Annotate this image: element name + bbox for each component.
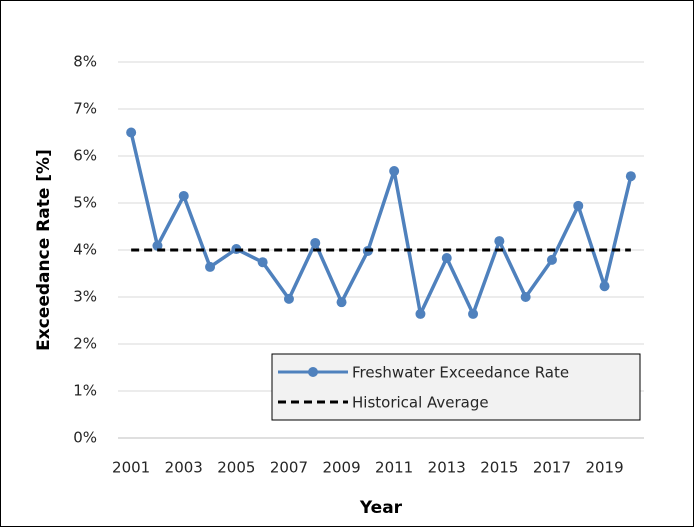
y-tick-label: 8%	[73, 53, 97, 71]
y-tick-label: 5%	[73, 194, 97, 212]
series-line	[129, 132, 633, 316]
data-point	[468, 308, 479, 319]
y-tick-label: 6%	[73, 147, 97, 165]
legend-label: Historical Average	[352, 394, 489, 412]
data-point	[573, 200, 584, 211]
y-axis-title: Exceedance Rate [%]	[34, 149, 54, 351]
data-point	[599, 281, 610, 292]
data-point	[205, 261, 216, 272]
data-point	[494, 236, 505, 247]
y-tick-label: 2%	[73, 335, 97, 353]
data-point	[310, 237, 321, 248]
legend-marker	[308, 367, 318, 377]
y-tick-label: 7%	[73, 100, 97, 118]
legend-box	[271, 353, 641, 421]
data-point	[625, 171, 636, 182]
x-tick-label: 2003	[165, 459, 203, 477]
data-point	[546, 254, 557, 265]
x-axis-title: Year	[359, 498, 403, 518]
data-point	[520, 292, 531, 302]
x-tick-label: 2015	[480, 459, 518, 477]
x-tick-label: 2001	[112, 459, 150, 477]
data-point	[415, 308, 426, 319]
y-tick-label: 3%	[73, 288, 97, 306]
x-tick-label: 2007	[270, 459, 308, 477]
data-point	[283, 293, 294, 304]
data-point	[389, 166, 400, 177]
data-point	[441, 252, 452, 263]
data-point	[126, 127, 137, 138]
y-tick-label: 4%	[73, 241, 97, 259]
data-point	[257, 257, 268, 268]
legend-label: Freshwater Exceedance Rate	[352, 364, 569, 382]
x-tick-label: 2019	[585, 459, 623, 477]
x-tick-label: 2011	[375, 459, 413, 477]
x-tick-label: 2009	[322, 459, 360, 477]
y-tick-label: 1%	[73, 382, 97, 400]
x-tick-label: 2017	[533, 459, 571, 477]
data-point	[336, 297, 347, 308]
data-point	[152, 240, 163, 251]
x-tick-label: 2013	[428, 459, 466, 477]
data-point	[178, 190, 189, 201]
y-tick-label: 0%	[73, 429, 97, 447]
x-tick-label: 2005	[217, 459, 255, 477]
